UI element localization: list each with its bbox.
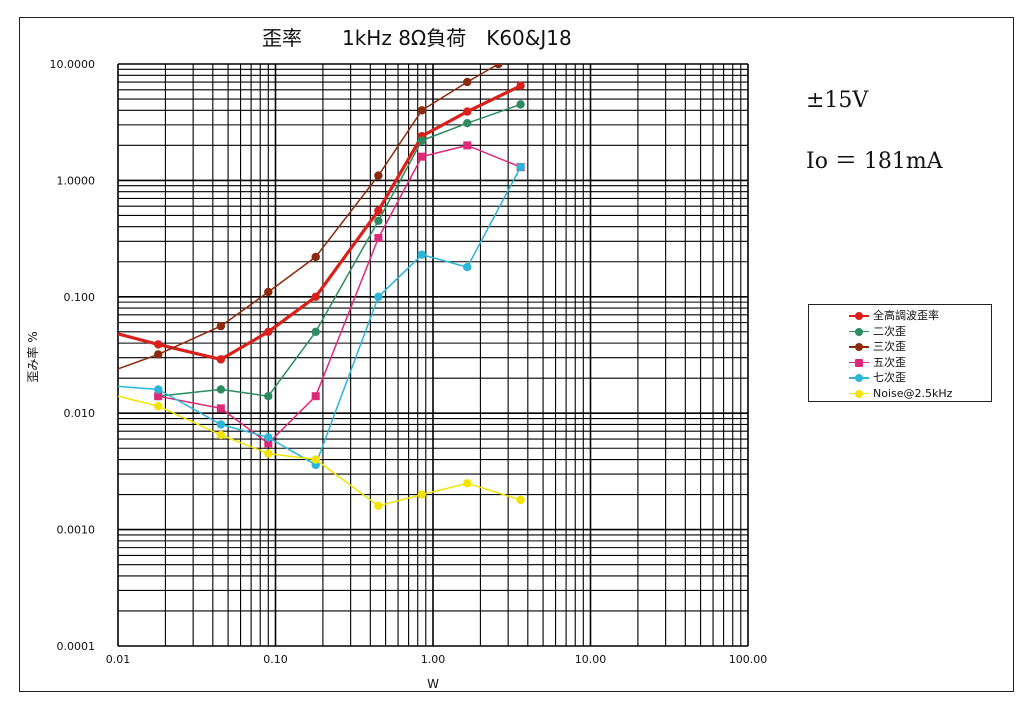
data-point xyxy=(154,401,163,411)
data-point xyxy=(216,355,226,364)
data-point xyxy=(494,64,503,69)
data-point xyxy=(311,455,320,464)
current-annotation: Io ＝ 181mA xyxy=(806,149,943,174)
legend-marker xyxy=(855,312,863,320)
y-tick-label: 0.100 xyxy=(64,291,96,304)
data-point xyxy=(374,501,383,511)
data-point xyxy=(311,327,320,337)
data-point xyxy=(417,152,426,161)
data-point xyxy=(417,250,427,259)
data-point xyxy=(463,262,472,272)
data-point xyxy=(516,495,525,505)
x-tick-label: 1.00 xyxy=(421,653,446,666)
grid xyxy=(117,63,749,647)
legend-label: 七次歪 xyxy=(873,371,906,384)
legend-label: 二次歪 xyxy=(873,324,906,338)
data-point xyxy=(463,107,472,116)
y-axis-label: 歪み率 % xyxy=(25,331,40,382)
legend-label: 三次歪 xyxy=(873,340,906,353)
data-point xyxy=(264,439,273,448)
chart-frame xyxy=(19,17,1014,692)
data-point xyxy=(311,292,320,301)
legend-item: Noise@2.5kHz xyxy=(809,386,991,402)
data-point xyxy=(154,340,163,349)
legend-item: 五次歪 xyxy=(809,355,991,371)
data-point xyxy=(463,479,472,488)
data-point xyxy=(216,420,226,429)
data-point xyxy=(264,287,273,297)
legend-label: 全高調波歪率 xyxy=(873,309,939,322)
series-line-3 xyxy=(158,144,521,445)
legend-item: 全高調波歪率 xyxy=(809,308,991,324)
legend-item: 三次歪 xyxy=(809,339,991,355)
data-point xyxy=(374,234,383,243)
data-point xyxy=(463,141,472,150)
data-point xyxy=(154,350,163,359)
y-tick-label: 0.0001 xyxy=(57,640,96,653)
data-point xyxy=(216,321,226,331)
series-layer xyxy=(118,64,525,511)
data-point xyxy=(463,119,472,128)
data-point xyxy=(417,136,427,145)
data-point xyxy=(154,392,163,401)
data-point xyxy=(516,81,525,90)
voltage-annotation: ±15V xyxy=(806,88,869,113)
legend-marker xyxy=(855,358,863,367)
data-point xyxy=(417,490,427,499)
y-tick-label: 10.0000 xyxy=(50,58,96,71)
x-axis-label: W xyxy=(427,677,439,691)
data-point xyxy=(374,171,383,180)
data-point xyxy=(264,391,273,401)
data-point xyxy=(154,385,163,394)
data-point xyxy=(216,404,225,413)
x-tick-label: 0.01 xyxy=(106,653,131,666)
y-tick-label: 0.010 xyxy=(64,407,96,420)
data-point xyxy=(264,433,273,442)
data-point xyxy=(216,385,226,394)
data-point xyxy=(374,216,383,225)
legend: 全高調波歪率 二次歪三次歪五次歪七次歪 Noise@2.5kHz xyxy=(808,304,992,402)
data-point xyxy=(516,162,525,172)
data-point xyxy=(264,449,273,458)
legend-label: Noise@2.5kHz xyxy=(873,386,953,400)
legend-item: 七次歪 xyxy=(809,370,991,386)
data-point xyxy=(374,292,383,301)
legend-marker xyxy=(855,327,863,336)
series-line-4 xyxy=(118,166,522,466)
axis-labels: 0.0001 0.0010 0.010 0.100 1.0000 10.0000 0.01 0… xyxy=(25,58,767,691)
data-point xyxy=(311,392,320,401)
data-point xyxy=(374,206,383,215)
x-tick-label: 10.00 xyxy=(575,653,607,666)
x-tick-label: 100.00 xyxy=(729,653,768,666)
legend-marker xyxy=(855,343,863,351)
data-point xyxy=(516,100,525,109)
legend-item: 二次歪 xyxy=(809,324,991,340)
data-point xyxy=(417,106,427,115)
data-point xyxy=(311,252,320,262)
legend-label: 五次歪 xyxy=(873,355,906,369)
data-point xyxy=(264,327,273,337)
y-tick-label: 1.0000 xyxy=(57,174,96,187)
y-tick-label: 0.0010 xyxy=(57,524,96,537)
legend-marker xyxy=(855,374,863,382)
chart-title: 歪率 1kHz 8Ω負荷 K60&J18 xyxy=(262,26,572,50)
data-point xyxy=(216,430,226,440)
legend-marker xyxy=(855,389,863,398)
series-line-1 xyxy=(158,103,521,397)
x-tick-label: 0.10 xyxy=(263,653,288,666)
data-point xyxy=(463,77,472,87)
series-line-0 xyxy=(118,84,522,361)
